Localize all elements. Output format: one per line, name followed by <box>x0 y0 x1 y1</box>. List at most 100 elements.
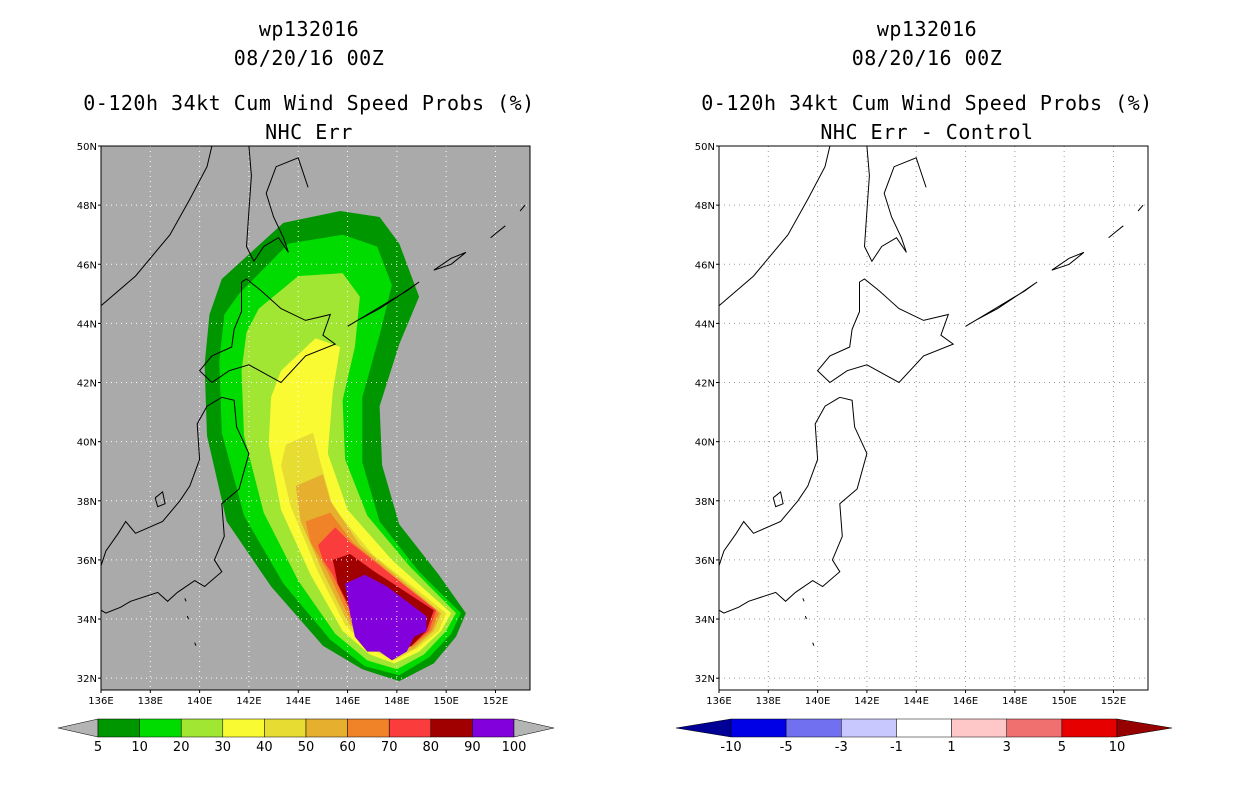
colorbar-swatch <box>347 718 390 738</box>
coastline <box>1108 225 1124 239</box>
lat-label-40N: 40N <box>695 438 715 449</box>
gridlines <box>719 146 1148 690</box>
colorbar-swatch <box>305 718 348 738</box>
datetime-title: 08/20/16 00Z <box>851 46 1003 70</box>
colorbar-swatch <box>841 718 897 738</box>
difference-colorbar: -10 -5 -3 -1 1 3 5 10 <box>675 718 1173 755</box>
lat-label-38N: 38N <box>695 497 715 508</box>
coastline <box>347 281 420 327</box>
coastline <box>100 145 213 307</box>
colorbar-swatch <box>1061 718 1118 738</box>
coastline <box>1137 204 1144 212</box>
colorbar-swatch <box>951 718 1007 738</box>
lat-label-36N: 36N <box>77 556 97 567</box>
lon-label-150E: 150E <box>1051 696 1076 707</box>
lat-label-40N: 40N <box>77 438 97 449</box>
coastline <box>519 204 526 212</box>
lon-label-142E: 142E <box>236 696 261 707</box>
lat-label-34N: 34N <box>695 615 715 626</box>
colorbar-label: 1 <box>947 740 955 755</box>
colorbar-swatch <box>896 718 952 738</box>
colorbar-swatch <box>222 718 265 738</box>
coastline <box>772 491 784 508</box>
lat-label-48N: 48N <box>695 201 715 212</box>
colorbar-swatch <box>139 718 182 738</box>
colorbar-label: 40 <box>256 740 273 755</box>
colorbar-swatch <box>1006 718 1063 738</box>
colorbar-under-triangle <box>57 718 99 738</box>
colorbar-label: 50 <box>298 740 315 755</box>
lon-label-146E: 146E <box>953 696 978 707</box>
colorbar-swatch <box>264 718 307 738</box>
colorbar-label: 30 <box>215 740 232 755</box>
colorbar-label: 20 <box>173 740 190 755</box>
colorbar-label: 10 <box>1109 740 1126 755</box>
colorbar-swatch <box>180 718 224 738</box>
lat-label-38N: 38N <box>77 497 97 508</box>
lon-label-138E: 138E <box>138 696 163 707</box>
probability-map: 136E 138E 140E 142E 144E 146E 148E 150E 152E 50N 4… <box>57 142 555 755</box>
coastline <box>718 396 868 614</box>
colorbar-swatch <box>97 718 140 738</box>
lon-label-136E: 136E <box>706 696 731 707</box>
difference-map: 136E 138E 140E 142E 144E 146E 148E 150E 152E 50N 4… <box>675 142 1173 755</box>
product-title: 0-120h 34kt Cum Wind Speed Probs (%) <box>83 91 535 115</box>
gridlines <box>101 146 530 690</box>
colorbar-label: 10 <box>131 740 148 755</box>
lon-label-140E: 140E <box>187 696 212 707</box>
lon-label-148E: 148E <box>384 696 409 707</box>
colorbar-swatch <box>730 718 787 738</box>
lat-label-32N: 32N <box>77 674 97 685</box>
coastline <box>812 642 815 646</box>
product-title: 0-120h 34kt Cum Wind Speed Probs (%) <box>701 91 1153 115</box>
coastline <box>965 281 1038 327</box>
lat-label-44N: 44N <box>77 319 97 330</box>
lon-label-148E: 148E <box>1002 696 1027 707</box>
lon-label-138E: 138E <box>756 696 781 707</box>
lat-label-36N: 36N <box>695 556 715 567</box>
colorbar-swatch <box>430 718 473 738</box>
coastline <box>245 145 309 263</box>
probability-contours <box>204 211 466 682</box>
right-panel: wp132016 08/20/16 00Z 0-120h 34kt Cum Wi… <box>618 0 1236 800</box>
probability-colorbar: 5 10 20 30 40 50 60 70 80 90 100 <box>57 718 555 755</box>
map-frame <box>100 145 531 691</box>
coastline <box>433 251 467 271</box>
colorbar-label: 60 <box>339 740 356 755</box>
colorbar-label: 3 <box>1003 740 1011 755</box>
lon-label-144E: 144E <box>286 696 311 707</box>
subtitle: NHC Err - Control <box>820 120 1034 144</box>
left-panel: wp132016 08/20/16 00Z 0-120h 34kt Cum Wi… <box>57 18 555 755</box>
lon-label-152E: 152E <box>1101 696 1126 707</box>
colorbar-over-triangle <box>513 718 555 738</box>
coastline <box>863 145 927 263</box>
colorbar-label: 100 <box>502 740 527 755</box>
lat-label-46N: 46N <box>77 260 97 271</box>
colorbar-label: -5 <box>780 740 793 755</box>
coastline <box>1051 251 1085 271</box>
colorbar-label: 5 <box>1058 740 1066 755</box>
lon-label-144E: 144E <box>904 696 929 707</box>
map-frame <box>718 145 1149 691</box>
storm-id-title: wp132016 <box>876 17 978 41</box>
coastline <box>718 396 841 566</box>
lat-label-50N: 50N <box>77 142 97 153</box>
colorbar-label: -10 <box>720 740 741 755</box>
colorbar-swatch <box>388 718 432 738</box>
lon-label-136E: 136E <box>88 696 113 707</box>
lat-label-50N: 50N <box>695 142 715 153</box>
coastline <box>184 598 187 602</box>
coastline <box>718 145 831 307</box>
coastline <box>804 615 807 620</box>
colorbar-swatch <box>472 718 515 738</box>
lat-label-48N: 48N <box>77 201 97 212</box>
colorbar-label: 90 <box>464 740 481 755</box>
colorbar-label: -1 <box>890 740 903 755</box>
lon-label-146E: 146E <box>335 696 360 707</box>
colorbar-over-triangle <box>1116 718 1173 738</box>
coastline <box>198 278 337 384</box>
subtitle: NHC Err <box>265 120 353 144</box>
colorbar-label: 80 <box>423 740 440 755</box>
colorbar-under-triangle <box>675 718 732 738</box>
colorbar-swatch <box>785 718 842 738</box>
